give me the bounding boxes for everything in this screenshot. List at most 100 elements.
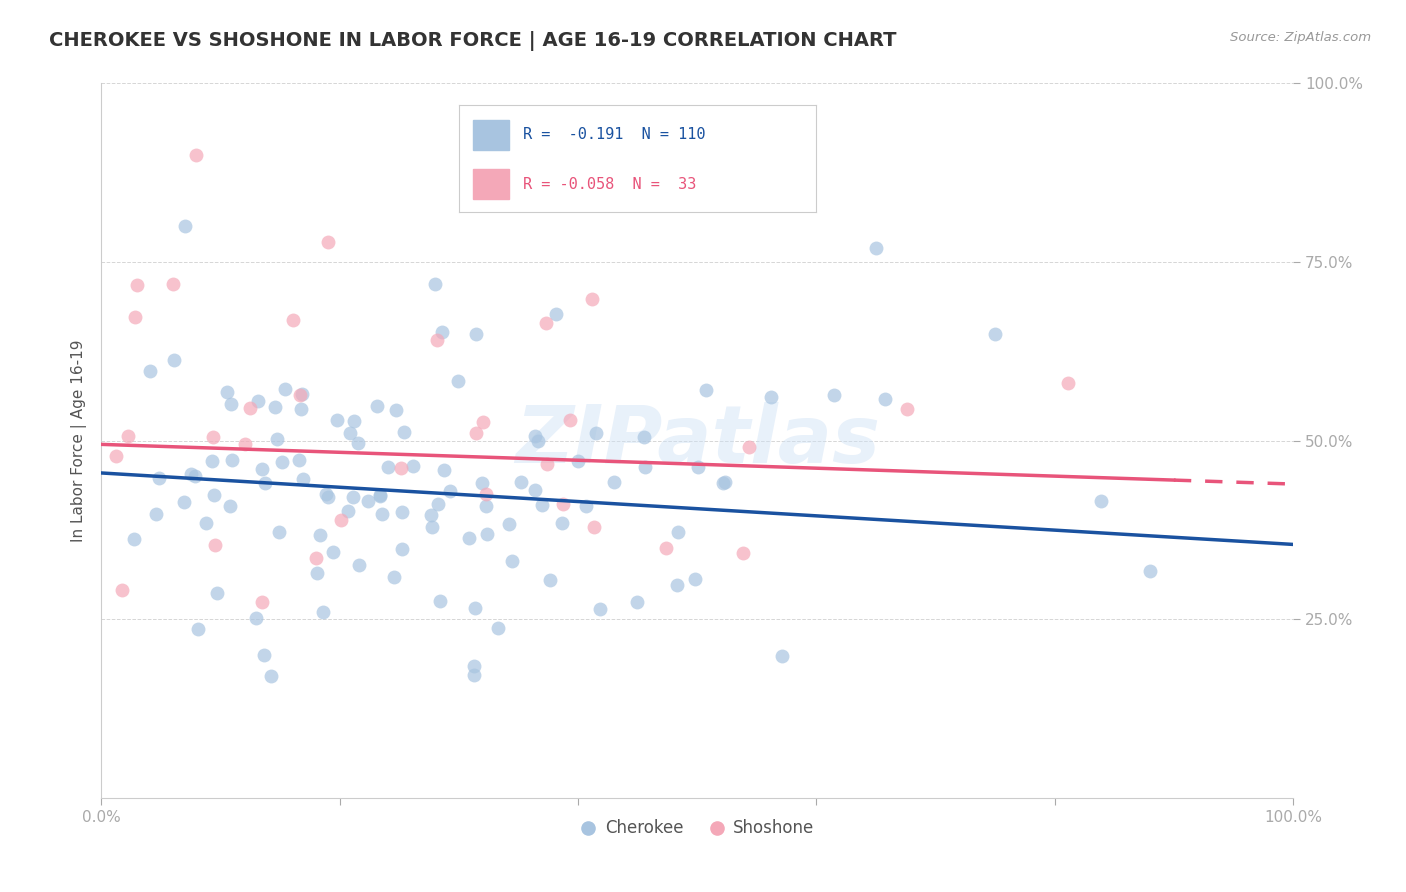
Point — [173, 219, 195, 234]
Point — [583, 520, 606, 534]
Point — [252, 595, 274, 609]
Point — [382, 570, 405, 584]
Point — [215, 385, 238, 400]
Point — [186, 148, 208, 162]
Point — [603, 475, 626, 489]
Point — [567, 454, 589, 468]
Point — [509, 475, 531, 490]
Point — [446, 374, 468, 388]
Point — [501, 554, 523, 568]
Point — [219, 396, 242, 410]
Point — [695, 383, 717, 397]
Point — [683, 573, 706, 587]
Point — [389, 461, 412, 475]
Point — [477, 527, 499, 541]
Y-axis label: In Labor Force | Age 16-19: In Labor Force | Age 16-19 — [72, 340, 87, 542]
Point — [543, 169, 565, 184]
Point — [347, 558, 370, 572]
Point — [464, 601, 486, 615]
Point — [433, 463, 456, 477]
Point — [1090, 494, 1112, 508]
Point — [865, 241, 887, 255]
Point — [347, 435, 370, 450]
Point — [575, 500, 598, 514]
Point — [368, 488, 391, 502]
Point — [423, 277, 446, 291]
Point — [187, 622, 209, 636]
Point — [305, 551, 328, 566]
Legend: Cherokee, Shoshone: Cherokee, Shoshone — [574, 812, 821, 844]
Point — [385, 403, 408, 417]
Point — [326, 413, 349, 427]
Point — [266, 432, 288, 446]
Point — [111, 583, 134, 598]
Point — [688, 459, 710, 474]
Point — [253, 476, 276, 491]
Point — [463, 667, 485, 681]
Point — [233, 437, 256, 451]
Text: ZIPatlas: ZIPatlas — [515, 401, 880, 480]
Point — [524, 429, 547, 443]
Point — [475, 487, 498, 501]
Point — [420, 520, 443, 534]
Point — [419, 508, 441, 522]
Point — [527, 434, 550, 448]
Point — [588, 602, 610, 616]
Point — [875, 392, 897, 406]
Point — [488, 621, 510, 635]
Point — [666, 525, 689, 540]
Point — [309, 528, 332, 542]
Text: Source: ZipAtlas.com: Source: ZipAtlas.com — [1230, 31, 1371, 45]
Point — [426, 333, 449, 347]
Point — [472, 415, 495, 429]
Point — [368, 490, 391, 504]
Point — [427, 497, 450, 511]
Point — [581, 293, 603, 307]
Point — [247, 394, 270, 409]
Point — [474, 499, 496, 513]
Point — [550, 516, 572, 530]
Point — [551, 497, 574, 511]
Point — [626, 594, 648, 608]
Point — [287, 453, 309, 467]
Point — [371, 507, 394, 521]
Point — [173, 495, 195, 509]
Point — [896, 401, 918, 416]
Point — [339, 425, 361, 440]
Point — [202, 488, 225, 502]
Point — [463, 659, 485, 673]
Point — [184, 469, 207, 483]
Point — [1057, 376, 1080, 390]
Point — [315, 487, 337, 501]
Point — [162, 277, 184, 291]
Point — [536, 457, 558, 471]
Point — [391, 505, 413, 519]
Point — [471, 475, 494, 490]
Point — [125, 277, 148, 292]
Point — [761, 390, 783, 404]
Point — [250, 462, 273, 476]
Point — [432, 325, 454, 339]
Point — [544, 307, 567, 321]
Point — [465, 425, 488, 440]
Point — [666, 578, 689, 592]
Point — [264, 401, 287, 415]
Point — [531, 499, 554, 513]
Point — [984, 326, 1007, 341]
Point — [292, 472, 315, 486]
Point — [219, 499, 242, 513]
Point — [322, 545, 344, 559]
Point — [1139, 564, 1161, 578]
Point — [429, 594, 451, 608]
Point — [273, 382, 295, 396]
Point — [139, 364, 162, 378]
Point — [148, 470, 170, 484]
Point — [534, 316, 557, 330]
Point — [105, 449, 128, 463]
Point — [124, 310, 146, 325]
Point — [163, 353, 186, 368]
Point — [366, 399, 388, 413]
Point — [633, 429, 655, 443]
Point — [356, 494, 378, 508]
Point — [711, 476, 734, 491]
